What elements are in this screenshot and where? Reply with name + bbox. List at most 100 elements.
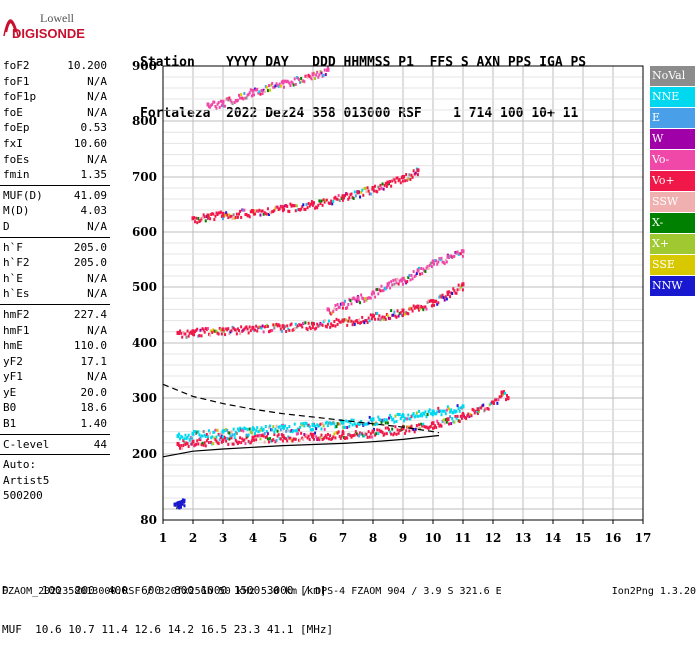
echo-mark <box>305 421 308 425</box>
echo-mark <box>325 436 328 440</box>
echo-mark <box>272 425 275 429</box>
param-value: 110.0 <box>73 339 107 353</box>
echo-mark <box>439 423 442 427</box>
echo-mark <box>321 74 324 78</box>
echo-mark <box>476 412 479 416</box>
echo-mark <box>183 504 186 508</box>
echo-mark <box>355 432 358 436</box>
echo-mark <box>413 306 416 310</box>
echo-mark <box>302 321 305 325</box>
echo-mark <box>441 419 444 423</box>
echo-mark <box>202 429 205 433</box>
echo-mark <box>428 299 431 303</box>
echo-mark <box>406 279 409 283</box>
echo-mark <box>201 441 204 445</box>
echo-mark <box>395 281 398 285</box>
echo-mark <box>308 325 311 329</box>
echo-mark <box>318 438 321 442</box>
echo-mark <box>309 428 312 432</box>
legend-item: X+ <box>650 234 695 254</box>
echo-mark <box>409 306 412 310</box>
param-key: foF1 <box>3 74 30 88</box>
echo-mark <box>239 331 242 335</box>
echo-mark <box>212 442 215 446</box>
echo-mark <box>198 219 201 223</box>
echo-mark <box>265 430 268 434</box>
echo-mark <box>225 428 228 432</box>
echo-mark <box>443 262 446 266</box>
echo-mark <box>456 288 459 292</box>
echo-mark <box>179 446 182 450</box>
echo-mark <box>276 324 279 328</box>
echo-mark <box>427 426 430 430</box>
echo-mark <box>235 99 238 103</box>
echo-mark <box>241 329 244 333</box>
echo-mark <box>348 432 351 436</box>
echo-mark <box>361 432 364 436</box>
echo-mark <box>466 414 469 418</box>
echo-mark <box>359 431 362 435</box>
echo-mark <box>226 436 229 440</box>
echo-mark <box>458 287 461 291</box>
echo-mark <box>362 423 365 427</box>
echo-mark <box>242 439 245 443</box>
echo-mark <box>276 205 279 209</box>
param-key: h`Es <box>3 287 30 301</box>
echo-mark <box>362 193 365 197</box>
echo-mark <box>347 420 350 424</box>
legend-item: E <box>650 108 695 128</box>
param-value: N/A <box>87 287 107 301</box>
footer-muf-line: MUF 10.6 10.7 11.4 12.6 14.2 16.5 23.3 4… <box>2 623 334 636</box>
echo-mark <box>341 425 344 429</box>
legend-item: SSE <box>650 255 695 275</box>
echo-mark <box>363 187 366 191</box>
echo-mark <box>407 312 410 316</box>
echo-mark <box>364 432 367 436</box>
echo-mark <box>499 395 502 399</box>
echo-mark <box>361 188 364 192</box>
echo-mark <box>240 93 243 97</box>
echo-mark <box>392 313 395 317</box>
echo-mark <box>331 324 334 328</box>
echo-mark <box>211 435 214 439</box>
echo-mark <box>399 416 402 420</box>
echo-mark <box>385 418 388 422</box>
echo-mark <box>203 215 206 219</box>
echo-mark <box>383 432 386 436</box>
echo-mark <box>254 328 257 332</box>
echo-point <box>401 175 405 179</box>
echo-mark <box>425 425 428 429</box>
echo-mark <box>479 406 482 410</box>
param-value: 227.4 <box>73 307 107 321</box>
echo-point <box>446 417 450 422</box>
param-separator <box>0 184 110 186</box>
echo-mark <box>436 410 439 414</box>
echo-mark <box>278 437 281 441</box>
param-value: 205.0 <box>73 240 107 254</box>
echo-mark <box>225 439 228 443</box>
echo-mark <box>311 326 314 330</box>
echo-mark <box>404 279 407 283</box>
echo-mark <box>434 300 437 304</box>
param-row: h`E N/A <box>0 271 110 287</box>
echo-mark <box>238 329 240 333</box>
echo-mark <box>328 437 330 441</box>
echo-mark <box>334 195 337 199</box>
echo-mark <box>437 301 440 305</box>
echo-mark <box>405 172 408 176</box>
echo-mark <box>410 173 413 177</box>
echo-mark <box>455 251 458 255</box>
echo-mark <box>182 330 185 334</box>
echo-mark <box>223 104 225 108</box>
grid <box>162 65 644 520</box>
echo-mark <box>434 424 437 428</box>
echo-mark <box>496 401 499 405</box>
echo-mark <box>341 306 344 310</box>
echo-mark <box>378 288 381 292</box>
echo-mark <box>243 327 246 331</box>
param-key: h`F2 <box>3 256 30 270</box>
echo-mark <box>219 432 222 436</box>
echo-mark <box>334 303 337 307</box>
echo-mark <box>483 409 486 413</box>
echo-mark <box>384 287 387 291</box>
